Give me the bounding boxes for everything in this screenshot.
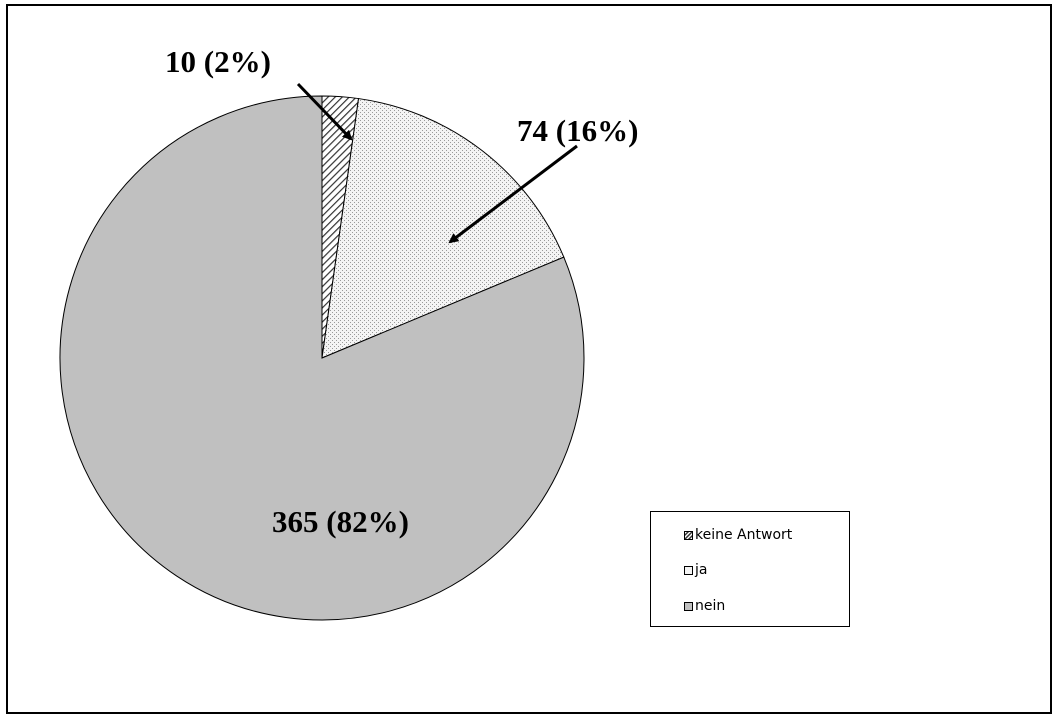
dotted-swatch-icon bbox=[684, 565, 693, 575]
legend-item-keine-antwort: keine Antwort bbox=[684, 527, 792, 543]
legend-label: ja bbox=[695, 562, 708, 578]
data-label-keine-antwort: 10 (2%) bbox=[165, 44, 271, 79]
data-label-ja: 74 (16%) bbox=[517, 113, 638, 148]
legend-item-nein: nein bbox=[684, 598, 725, 614]
legend-item-ja: ja bbox=[684, 562, 707, 578]
legend-label: keine Antwort bbox=[695, 527, 793, 543]
legend-label: nein bbox=[695, 598, 726, 614]
arrow-keine-antwort bbox=[296, 82, 353, 141]
pie-slice-nein bbox=[59, 95, 585, 621]
data-label-nein: 365 (82%) bbox=[272, 504, 409, 539]
hatch-swatch-icon bbox=[684, 530, 693, 540]
gray-swatch-icon bbox=[684, 601, 693, 611]
legend: keine Antwort ja nein bbox=[650, 511, 850, 627]
arrow-ja bbox=[448, 144, 578, 244]
pie-slice-ja bbox=[321, 97, 565, 359]
